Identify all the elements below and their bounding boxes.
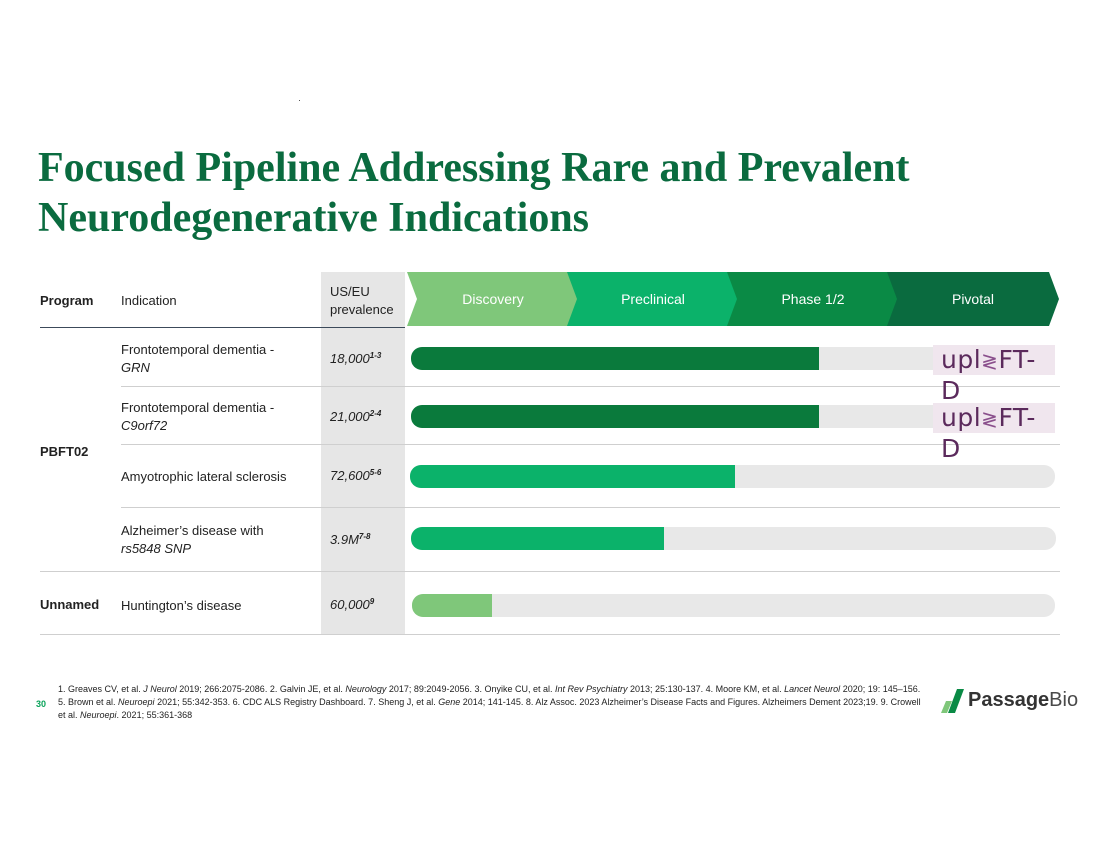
progress-track <box>411 347 1055 370</box>
phase-pivotal-shape <box>887 272 1059 326</box>
progress-bar-ftd-c9orf72 <box>411 405 819 428</box>
prevalence-als: 72,6005-6 <box>330 468 382 483</box>
header-prevalence-line2: prevalence <box>330 302 394 317</box>
row-separator <box>121 507 1060 508</box>
uplift-d-logo: upl≷FT-D <box>933 403 1055 463</box>
table-bottom-border <box>40 634 1060 635</box>
progress-track <box>411 527 1056 550</box>
row-separator <box>121 386 1060 387</box>
reference-superscript: 1-3 <box>369 351 382 360</box>
indication-ftd-c9orf72: Frontotemporal dementia - C9orf72 <box>121 399 274 435</box>
reference-superscript: 7-8 <box>358 532 371 541</box>
row-separator <box>121 444 1060 445</box>
indication-alzheimers: Alzheimer’s disease with rs5848 SNP <box>121 522 264 558</box>
phase-preclinical-shape <box>567 272 739 326</box>
group-separator <box>40 571 1060 572</box>
phase-pivotal: Pivotal <box>887 272 1059 326</box>
reference-superscript: 9 <box>369 597 375 606</box>
phase-pivotal-label: Pivotal <box>951 291 995 307</box>
stray-dot <box>299 100 300 101</box>
reference-superscript: 5-6 <box>369 468 382 477</box>
reference-superscript: 2-4 <box>369 409 382 418</box>
uplift-d-logo-text: upl≷FT-D <box>941 403 1036 463</box>
indication-text: Huntington’s disease <box>121 598 242 613</box>
prevalence-column-bg <box>321 272 405 634</box>
header-program: Program <box>40 293 94 308</box>
page-title: Focused Pipeline Addressing Rare and Pre… <box>38 145 910 241</box>
progress-track <box>412 594 1055 617</box>
indication-text: Frontotemporal dementia - <box>121 400 275 415</box>
prevalence-ftd-c9orf72: 21,0002-4 <box>330 409 382 424</box>
indication-text: Alzheimer’s disease with <box>121 523 264 538</box>
prevalence-alzheimers: 3.9M7-8 <box>330 532 371 547</box>
phase-preclinical-label: Preclinical <box>621 291 685 307</box>
phase-1-2: Phase 1/2 <box>727 272 899 326</box>
passage-bio-mark-icon <box>941 689 964 713</box>
indication-als: Amyotrophic lateral sclerosis <box>121 468 286 486</box>
indication-huntingtons: Huntington’s disease <box>121 597 241 615</box>
passage-bio-wordmark: PassageBio <box>968 689 1079 711</box>
header-indication: Indication <box>121 293 177 308</box>
indication-text: Amyotrophic lateral sclerosis <box>121 469 287 484</box>
phase-discovery: Discovery <box>407 272 579 326</box>
prevalence-huntingtons: 60,0009 <box>330 597 375 612</box>
indication-text: Frontotemporal dementia - <box>121 342 275 357</box>
progress-bar-huntingtons <box>412 594 492 617</box>
progress-bar-ftd-grn <box>411 347 819 370</box>
header-divider <box>40 327 405 328</box>
phase-discovery-label: Discovery <box>462 291 524 307</box>
program-pbft02: PBFT02 <box>40 444 89 459</box>
progress-track <box>410 465 1055 488</box>
header-prevalence-line1: US/EU <box>330 284 370 299</box>
uplift-d-logo-text: upl≷FT-D <box>941 345 1036 405</box>
uplift-d-logo: upl≷FT-D <box>933 345 1055 405</box>
phase-discovery-shape <box>407 272 579 326</box>
progress-track <box>411 405 1055 428</box>
progress-bar-alzheimers <box>411 527 664 550</box>
indication-gene: C9orf72 <box>121 418 168 433</box>
program-unnamed: Unnamed <box>40 597 100 612</box>
references-footnote: 1. Greaves CV, et al. J Neurol 2019; 266… <box>58 684 921 720</box>
indication-ftd-grn: Frontotemporal dementia - GRN <box>121 341 274 377</box>
indication-gene: GRN <box>121 360 150 375</box>
phase-preclinical: Preclinical <box>567 272 739 326</box>
prevalence-ftd-grn: 18,0001-3 <box>330 351 382 366</box>
phase-1-2-shape <box>727 272 899 326</box>
phase-1-2-label: Phase 1/2 <box>781 291 845 307</box>
indication-gene: rs5848 SNP <box>121 541 192 556</box>
progress-bar-als <box>410 465 735 488</box>
page-number: 30 <box>36 699 47 709</box>
header-prevalence: US/EU prevalence <box>330 283 394 319</box>
